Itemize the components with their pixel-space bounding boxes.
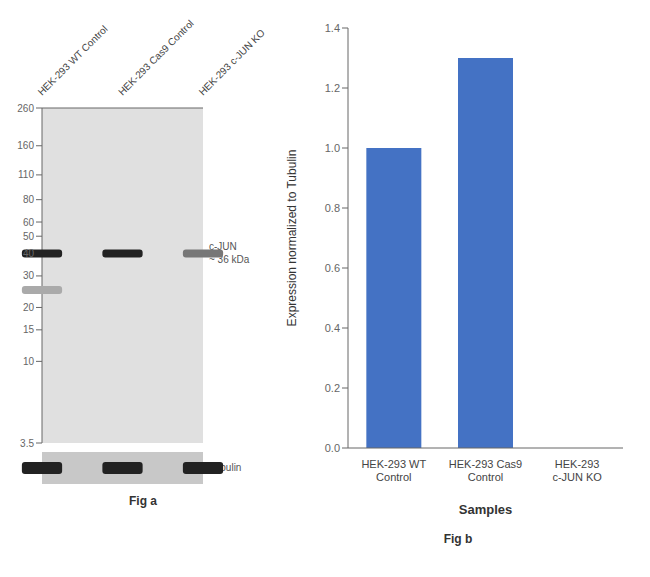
- svg-text:110: 110: [18, 169, 34, 180]
- html-text:Fig b: Fig b: [443, 532, 473, 546]
- svg-text:HEK-293 Cas9 Control: HEK-293 Cas9 Control: [116, 18, 196, 98]
- svg-text:260: 260: [17, 103, 34, 114]
- svg-text:1.2: 1.2: [325, 82, 340, 94]
- svg-text:3.5: 3.5: [20, 438, 34, 448]
- svg-text:0.8: 0.8: [325, 202, 340, 214]
- svg-text:Samples: Samples: [459, 502, 512, 517]
- svg-text:50: 50: [23, 231, 35, 242]
- svg-text:HEK-293 WTControl: HEK-293 WTControl: [361, 458, 426, 483]
- svg-text:80: 80: [23, 194, 35, 205]
- svg-text:15: 15: [23, 324, 35, 335]
- svg-text:HEK-293 c-JUN KO: HEK-293 c-JUN KO: [197, 27, 267, 97]
- svg-text:1.4: 1.4: [325, 22, 340, 34]
- svg-text:60: 60: [23, 217, 35, 228]
- svg-text:HEK-293 WT Control: HEK-293 WT Control: [36, 23, 110, 97]
- svg-text:0.2: 0.2: [325, 382, 340, 394]
- svg-text:40: 40: [23, 248, 35, 259]
- html-text:c-JUN: c-JUN: [209, 240, 237, 252]
- svg-text:160: 160: [17, 140, 34, 151]
- svg-text:20: 20: [23, 302, 35, 313]
- html-text:~ 36 kDa: ~ 36 kDa: [209, 253, 250, 265]
- svg-text:0.4: 0.4: [325, 322, 340, 334]
- svg-text:30: 30: [23, 270, 35, 281]
- svg-text:HEK-293 Cas9Control: HEK-293 Cas9Control: [449, 458, 522, 483]
- html-text:Fig a: Fig a: [129, 494, 157, 508]
- svg-text:1.0: 1.0: [325, 142, 340, 154]
- svg-text:Expression normalized to Tubul: Expression normalized to Tubulin: [285, 150, 299, 327]
- svg-text:Tubulin: Tubulin: [209, 461, 242, 473]
- svg-text:10: 10: [23, 356, 35, 367]
- svg-text:HEK-293c-JUN KO: HEK-293c-JUN KO: [552, 458, 602, 483]
- svg-text:0.0: 0.0: [325, 442, 340, 454]
- svg-text:0.6: 0.6: [325, 262, 340, 274]
